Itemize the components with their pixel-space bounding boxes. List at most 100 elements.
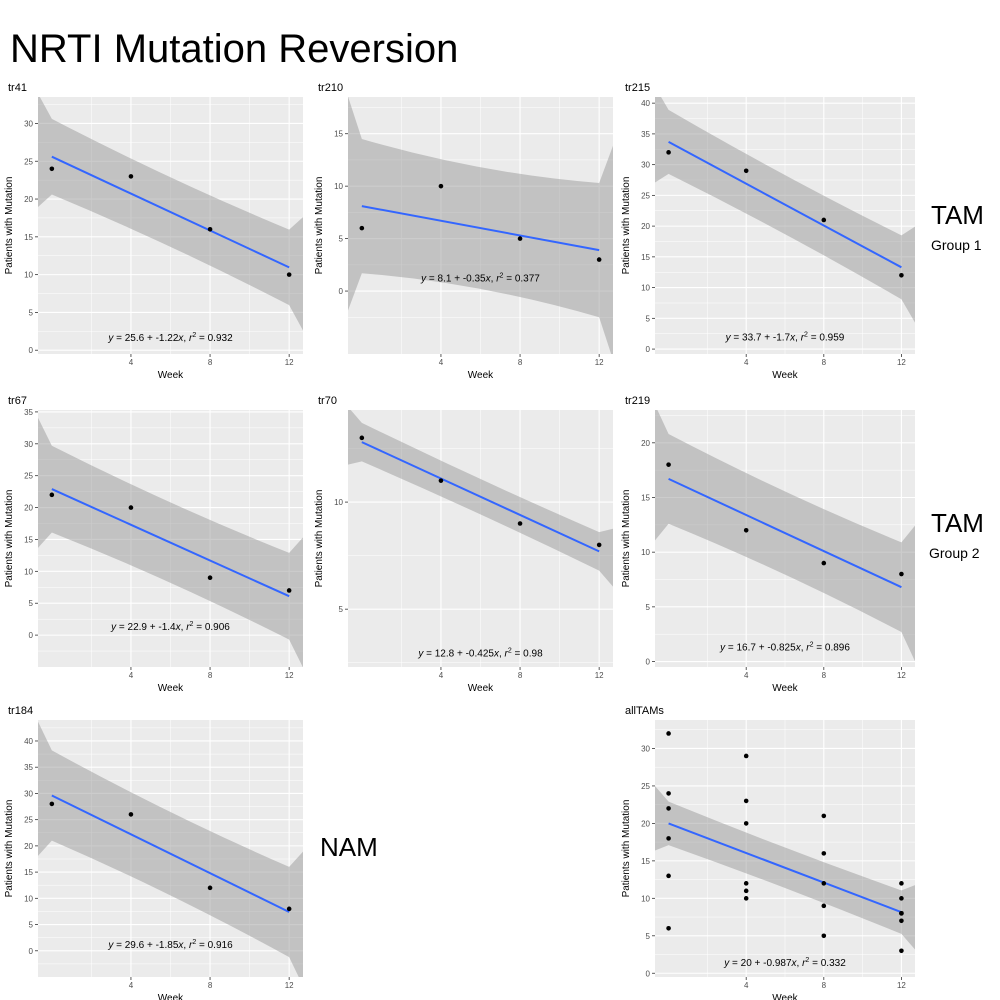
regression-line	[51, 488, 290, 598]
eq-rhs: = 33.7 + -1.7	[731, 332, 791, 343]
confidence-band	[655, 410, 915, 662]
group-sublabel-2: Group 2	[929, 545, 980, 561]
eq-exp: 2	[508, 647, 512, 654]
eq-exp: 2	[192, 332, 196, 339]
y-tick-label: 0	[29, 631, 34, 640]
y-tick-label: 15	[24, 233, 33, 242]
eq-rhs: = 22.9 + -1.4	[116, 622, 176, 633]
data-point	[899, 918, 904, 924]
eq-var: x	[485, 274, 492, 285]
x-tick-label: 4	[129, 671, 134, 680]
panel-tr67: tr67 y = 22.9 + -1.4x, r2 = 0.906 0 5 10 15 20…	[4, 395, 303, 694]
panel-title: tr215	[625, 82, 650, 94]
eq-sep: ,	[795, 332, 801, 343]
eq-lhs: y	[725, 332, 732, 343]
y-tick-label: 20	[24, 504, 33, 513]
y-tick-label: 5	[646, 932, 651, 941]
y-tick-label: 10	[24, 894, 33, 903]
y-tick-label: 5	[339, 605, 344, 614]
eq-sep: ,	[491, 274, 497, 285]
y-tick-label: 30	[24, 119, 33, 128]
group-sublabel-1: Group 1	[931, 237, 982, 253]
x-tick-label: 12	[595, 671, 604, 680]
data-point	[286, 906, 292, 912]
x-axis-label: Week	[772, 370, 798, 381]
y-axis-label: Patients with Mutation	[4, 800, 15, 898]
y-tick-label: 35	[24, 408, 33, 417]
eq-var: x	[177, 333, 184, 344]
regression-line	[361, 441, 600, 553]
y-tick-label: 5	[29, 921, 34, 930]
eq-exp: 2	[810, 642, 814, 649]
y-tick-label: 0	[646, 658, 651, 667]
x-axis-label: Week	[468, 370, 494, 381]
eq-lhs: y	[723, 958, 730, 969]
y-tick-label: 10	[24, 271, 33, 280]
y-tick-label: 20	[641, 222, 650, 231]
confidence-band	[38, 721, 303, 977]
y-tick-label: 20	[24, 842, 33, 851]
confidence-band	[348, 97, 613, 354]
y-tick-label: 40	[24, 737, 33, 746]
fit-equation: y = 22.9 + -1.4x, r2 = 0.906	[110, 621, 230, 633]
x-tick-label: 8	[208, 981, 213, 990]
data-point	[743, 896, 749, 901]
data-point	[743, 888, 749, 894]
eq-r: r	[496, 274, 500, 285]
data-point	[128, 812, 134, 817]
x-tick-label: 12	[285, 981, 294, 990]
regression-line	[668, 477, 902, 589]
regression-line	[668, 141, 902, 269]
data-point	[821, 903, 827, 909]
y-axis-label: Patients with Mutation	[621, 800, 632, 898]
y-tick-label: 15	[641, 493, 650, 502]
data-point	[666, 150, 671, 155]
data-point	[743, 881, 749, 886]
y-tick-label: 15	[641, 857, 650, 866]
y-axis-label: Patients with Mutation	[4, 490, 15, 588]
eq-rhs: = 16.7 + -0.825	[725, 643, 796, 654]
eq-val: = 0.916	[196, 940, 233, 951]
eq-var: x	[177, 940, 184, 951]
x-tick-label: 4	[129, 358, 134, 367]
y-tick-label: 5	[29, 599, 34, 608]
x-tick-label: 12	[897, 981, 906, 990]
data-point	[286, 272, 292, 277]
data-point	[899, 896, 904, 901]
x-tick-label: 8	[208, 358, 213, 367]
x-tick-label: 12	[595, 358, 604, 367]
eq-sep: ,	[183, 333, 189, 344]
x-tick-label: 8	[822, 671, 827, 680]
eq-val: = 0.959	[808, 332, 845, 343]
eq-exp: 2	[190, 621, 194, 628]
panel-allTAMs: allTAMs y = 20 + -0.987x, r2 = 0.332 0 5 10 1…	[621, 705, 915, 1000]
data-point	[743, 168, 749, 174]
panel-tr184: tr184 y = 29.6 + -1.85x, r2 = 0.916 0 5 10 15…	[4, 705, 303, 1000]
y-tick-label: 20	[24, 195, 33, 204]
y-tick-label: 10	[334, 182, 343, 191]
y-axis-label: Patients with Mutation	[621, 490, 632, 588]
y-tick-label: 15	[24, 535, 33, 544]
eq-r: r	[189, 333, 193, 344]
eq-var: x	[493, 648, 500, 659]
fit-equation: y = 20 + -0.987x, r2 = 0.332	[723, 957, 846, 969]
eq-r: r	[505, 648, 509, 659]
eq-lhs: y	[107, 333, 114, 344]
eq-r: r	[189, 940, 193, 951]
y-tick-label: 5	[646, 314, 651, 323]
y-tick-label: 35	[641, 130, 650, 139]
confidence-band	[38, 97, 303, 331]
data-point	[666, 731, 671, 736]
fit-equation: y = 25.6 + -1.22x, r2 = 0.932	[107, 332, 233, 344]
panel-tr41: tr41 y = 25.6 + -1.22x, r2 = 0.932 0 5 10 15 2…	[4, 82, 303, 381]
eq-rhs: = 25.6 + -1.22	[113, 333, 178, 344]
data-point	[128, 174, 134, 179]
regression-line	[51, 155, 290, 269]
data-point	[666, 462, 671, 467]
x-axis-label: Week	[468, 683, 494, 694]
confidence-band	[348, 410, 613, 587]
y-tick-label: 0	[339, 287, 344, 296]
x-tick-label: 8	[518, 671, 523, 680]
